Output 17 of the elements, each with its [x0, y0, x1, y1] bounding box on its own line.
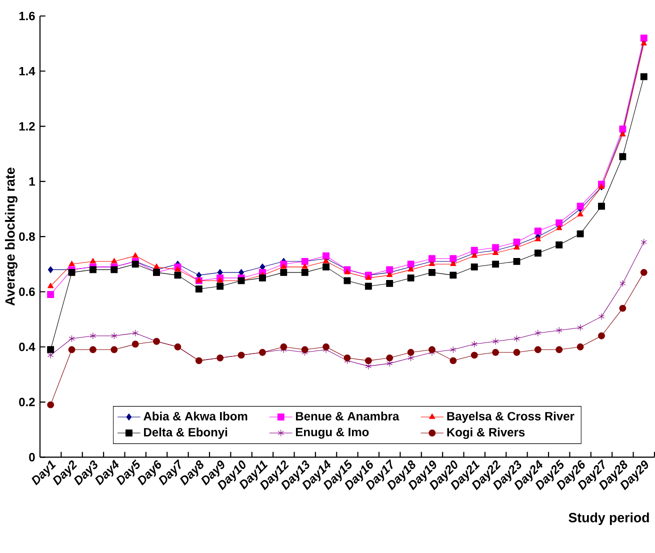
y-tick-label: 0.6 [19, 287, 35, 296]
legend-label: Abia & Akwa Ibom [144, 412, 248, 420]
legend-label: Enugu & Imo [296, 428, 369, 439]
y-tick-label: 1.2 [19, 122, 35, 130]
y-tick-label: 0.2 [19, 398, 35, 406]
x-axis-title: Study period [568, 512, 649, 525]
legend-label: Benue & Anambra [296, 412, 400, 420]
y-tick-label: 0 [29, 452, 35, 462]
y-tick-label: 1 [29, 177, 35, 186]
legend-label: Delta & Ebonyi [144, 428, 228, 439]
y-tick-label: 1.4 [19, 66, 36, 76]
y-tick-label: 0.8 [19, 232, 35, 241]
legend-label: Bayelsa & Cross River [447, 412, 574, 423]
y-tick-label: 0.4 [19, 342, 36, 352]
legend-label: Kogi & Rivers [447, 428, 525, 439]
y-axis-title: Average blocking rate [4, 168, 18, 306]
y-tick-label: 1.6 [19, 12, 35, 20]
